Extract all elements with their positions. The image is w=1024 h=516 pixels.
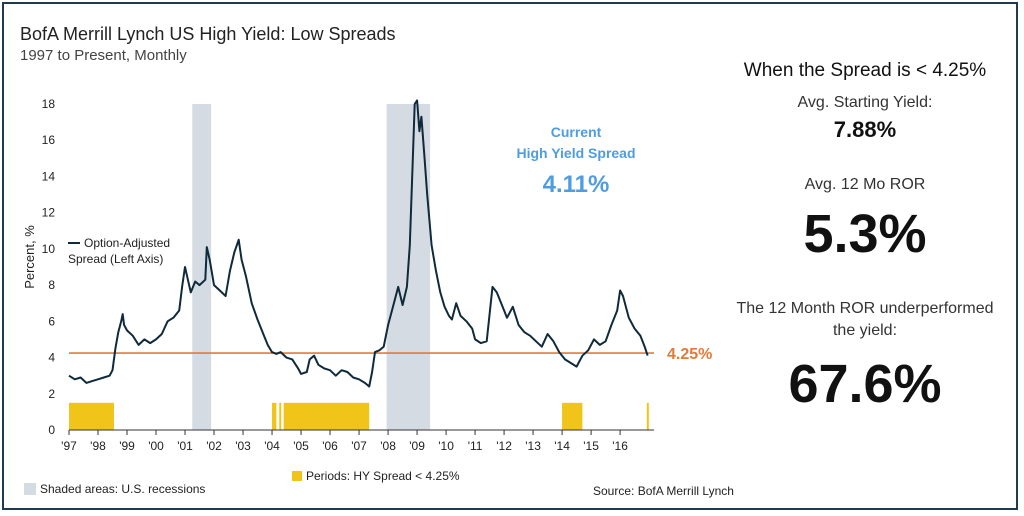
low-spread-period-bar (272, 402, 277, 430)
y-tick-label: 2 (48, 387, 55, 401)
y-tick-label: 14 (42, 169, 56, 183)
chart-subtitle: 1997 to Present, Monthly (20, 47, 187, 64)
threshold-label: 4.25% (667, 346, 712, 363)
periods-legend-swatch (292, 471, 302, 481)
recession-legend-label: Shaded areas: U.S. recessions (40, 482, 206, 496)
x-tick-label: '15 (583, 439, 599, 453)
x-tick-label: '97 (61, 439, 77, 453)
y-tick-label: 12 (42, 206, 56, 220)
y-tick-label: 10 (42, 242, 56, 256)
x-tick-label: '06 (322, 439, 338, 453)
avg-ror-value: 5.3% (803, 204, 927, 264)
x-tick-label: '08 (380, 439, 396, 453)
x-tick-label: '11 (468, 439, 483, 453)
y-tick-label: 0 (48, 423, 55, 437)
y-tick-label: 18 (42, 97, 56, 111)
recession-band (192, 104, 212, 430)
current-spread-value: 4.11% (543, 171, 610, 198)
source-note: Source: BofA Merrill Lynch (593, 484, 734, 498)
low-spread-period-bar (69, 402, 114, 430)
x-tick-label: '03 (235, 439, 251, 453)
recession-swatch (24, 483, 36, 495)
low-spread-period-bar (279, 402, 282, 430)
x-tick-label: '05 (293, 439, 309, 453)
x-tick-label: '01 (177, 439, 193, 453)
x-tick-label: '04 (264, 439, 280, 453)
x-tick-label: '02 (206, 439, 222, 453)
spread-series-line (68, 99, 649, 388)
panel-heading: When the Spread is < 4.25% (743, 60, 987, 81)
x-tick-label: '99 (119, 439, 135, 453)
low-spread-period-bar (283, 402, 370, 430)
x-tick-label: '09 (409, 439, 425, 453)
series-legend-label-1: Option-Adjusted (84, 236, 170, 250)
y-tick-label: 6 (48, 314, 55, 328)
x-tick-label: '00 (148, 439, 164, 453)
y-tick-label: 4 (48, 351, 55, 365)
recession-legend: Shaded areas: U.S. recessions (24, 482, 205, 496)
chart-frame (2, 2, 1018, 510)
underperform-label: The 12 Month ROR underperformed the yiel… (736, 300, 994, 339)
low-spread-period-bar (646, 402, 649, 430)
current-label-line1: Current (551, 124, 602, 140)
chart-title: BofA Merrill Lynch US High Yield: Low Sp… (20, 24, 396, 44)
x-tick-label: '16 (612, 439, 628, 453)
periods-legend-label: Periods: HY Spread < 4.25% (306, 469, 460, 483)
current-label-line2: High Yield Spread (516, 145, 635, 161)
avg-start-value: 7.88% (833, 117, 897, 142)
x-tick-label: '14 (554, 439, 570, 453)
underperform-value: 67.6% (788, 354, 942, 414)
series-legend-label-2: Spread (Left Axis) (68, 252, 163, 266)
x-tick-label: '12 (496, 439, 512, 453)
y-axis-label: Percent, % (22, 225, 37, 289)
y-tick-label: 16 (42, 133, 56, 147)
x-tick-label: '13 (525, 439, 541, 453)
x-tick-label: '07 (351, 439, 367, 453)
y-tick-label: 8 (48, 278, 55, 292)
avg-start-label: Avg. Starting Yield: (797, 94, 933, 111)
low-spread-period-bar (562, 402, 583, 430)
x-tick-label: '98 (90, 439, 106, 453)
avg-ror-label: Avg. 12 Mo ROR (804, 176, 926, 193)
x-tick-label: '10 (438, 439, 454, 453)
